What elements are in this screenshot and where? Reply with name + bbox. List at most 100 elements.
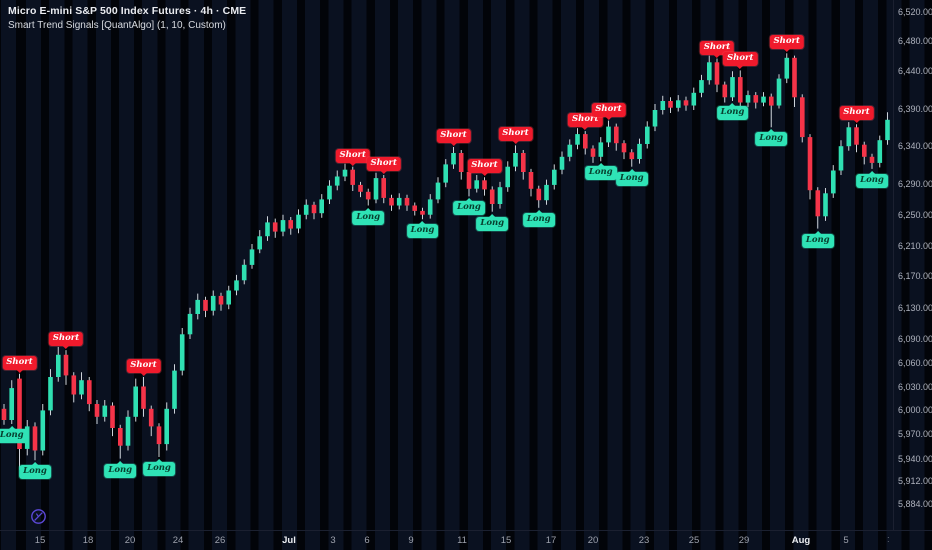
candle-body <box>110 405 115 428</box>
candle-body <box>489 189 495 204</box>
candle-body <box>389 197 394 206</box>
candle <box>125 410 131 451</box>
candle <box>156 423 162 457</box>
date-tick-label: 5 <box>843 535 849 546</box>
price-tick-label: 6,060.00 <box>898 357 932 368</box>
price-tick-label: 6,390.00 <box>898 103 932 114</box>
candle <box>241 259 247 285</box>
candle-body <box>652 110 658 127</box>
candle <box>87 377 92 412</box>
market-status-icon[interactable] <box>30 508 47 525</box>
candle-body <box>761 96 766 103</box>
candle-body <box>17 378 22 449</box>
candle <box>707 55 712 85</box>
candle <box>311 201 317 220</box>
date-tick-label: 24 <box>172 535 184 546</box>
candle-body <box>676 100 681 108</box>
price-tick-label: 5,912.00 <box>898 476 932 487</box>
candle-body <box>272 222 278 232</box>
candle-body <box>807 137 813 191</box>
long-signal-label: Long <box>0 429 28 444</box>
candle <box>71 372 77 403</box>
price-tick-label: 6,030.00 <box>898 381 932 392</box>
price-tick-label: 5,970.00 <box>898 429 932 440</box>
long-signal-label: Long <box>615 171 648 186</box>
symbol-title[interactable]: Micro E-mini S&P 500 Index Futures · 4h … <box>8 5 247 17</box>
candle-body <box>745 95 751 103</box>
short-signal-label: Short <box>591 102 626 117</box>
candle <box>420 207 425 220</box>
candle <box>172 364 177 414</box>
date-tick-label: 11 <box>457 535 467 546</box>
candle-body <box>164 408 169 445</box>
date-tick-label: 15 <box>500 535 512 546</box>
candle <box>280 214 286 237</box>
candle-body <box>443 164 448 183</box>
candle <box>792 55 797 107</box>
candle <box>521 150 526 180</box>
candle <box>148 405 154 437</box>
candle-body <box>87 380 92 405</box>
long-signal-label: Long <box>104 463 137 478</box>
candle-body <box>474 180 479 189</box>
candle-body <box>234 280 239 291</box>
date-tick-label: 15 <box>34 535 46 546</box>
candle <box>164 402 169 451</box>
candle <box>203 296 208 318</box>
candle-body <box>118 428 123 446</box>
candle <box>451 147 456 169</box>
candle-body <box>629 152 635 160</box>
long-signal-label: Long <box>406 224 439 239</box>
date-tick-label: 17 <box>545 535 557 546</box>
candle <box>342 163 348 182</box>
candle-body <box>241 264 247 281</box>
candle <box>652 104 658 132</box>
candle-body <box>156 426 162 445</box>
candle <box>265 216 270 241</box>
candle-body <box>567 144 573 157</box>
candle <box>365 188 371 206</box>
candle-body <box>125 416 131 446</box>
candle-body <box>311 204 317 214</box>
date-tick-label: 25 <box>688 535 700 546</box>
candle-body <box>102 405 108 417</box>
candle-body <box>218 295 224 305</box>
candle <box>660 95 666 115</box>
candle <box>288 217 293 235</box>
candle-body <box>350 169 355 185</box>
candle <box>319 194 324 218</box>
candle <box>614 123 619 151</box>
candle-body <box>9 388 14 420</box>
candle <box>823 188 828 221</box>
price-tick-label: 6,130.00 <box>898 302 932 313</box>
long-signal-label: Long <box>352 210 385 225</box>
candle-body <box>458 153 464 172</box>
candle-body <box>210 295 216 311</box>
candle-body <box>714 62 720 85</box>
candle-body <box>172 370 177 409</box>
candle <box>575 128 580 150</box>
candle <box>303 199 309 220</box>
candle <box>17 373 22 470</box>
candle <box>583 131 588 155</box>
long-signal-label: Long <box>453 201 485 216</box>
candle <box>854 124 859 153</box>
candle <box>56 346 61 382</box>
indicator-title[interactable]: Smart Trend Signals [QuantAlgo] (1, 10, … <box>8 20 226 31</box>
time-axis[interactable]: 15 18 20 24 26 Jul 3 6 9 11 15 17 20 23 25 29 Aug 5 <box>0 530 932 550</box>
candle <box>831 165 836 198</box>
candle <box>800 94 805 143</box>
candle-body <box>179 334 185 371</box>
candle-body <box>249 249 255 265</box>
candle-body <box>831 170 836 194</box>
candle-body <box>800 97 805 138</box>
candle-body <box>427 199 433 215</box>
candle-body <box>730 77 735 98</box>
candle-body <box>621 143 627 153</box>
candle-body <box>56 354 61 377</box>
date-tick-label: 18 <box>82 535 94 546</box>
price-axis[interactable]: 6,520.00 6,480.00 6,440.00 6,390.00 6,340.00… <box>894 0 932 530</box>
candle <box>676 95 681 112</box>
price-tick-label: 6,440.00 <box>898 66 932 77</box>
short-signal-label: Short <box>723 52 758 67</box>
